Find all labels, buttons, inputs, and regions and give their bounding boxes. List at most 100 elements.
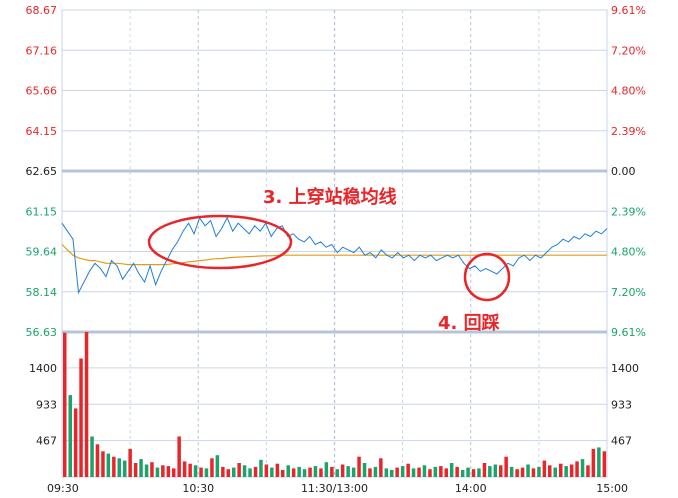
volume-bar bbox=[471, 469, 476, 477]
volume-bar bbox=[112, 456, 116, 477]
volume-bar bbox=[128, 448, 132, 477]
volume-bar bbox=[340, 464, 345, 477]
volume-bar bbox=[395, 467, 399, 477]
volume-bar bbox=[221, 466, 225, 477]
volume-bar bbox=[493, 464, 498, 477]
volume-bar bbox=[177, 436, 181, 477]
volume-tick-label: 933 bbox=[36, 398, 57, 411]
chart-grid bbox=[61, 9, 608, 478]
price-tick-label: 56.63 bbox=[26, 326, 58, 339]
volume-bar bbox=[379, 458, 383, 477]
volume-bar bbox=[73, 408, 78, 477]
time-tick-label: 09:30 bbox=[47, 482, 79, 495]
volume-bar bbox=[428, 469, 432, 477]
volume-bar bbox=[390, 470, 394, 477]
time-tick-label: 11:30/13:00 bbox=[301, 482, 368, 495]
volume-bar bbox=[270, 467, 274, 477]
volume-bar bbox=[553, 467, 557, 477]
volume-bar bbox=[449, 463, 454, 477]
annotation-pullback: 4. 回踩 bbox=[438, 313, 500, 334]
volume-bar bbox=[368, 468, 372, 477]
price-tick-label: 59.64 bbox=[26, 246, 58, 259]
volume-tick-label: 467 bbox=[611, 435, 632, 448]
percent-tick-label: 9.61% bbox=[611, 326, 646, 339]
volume-bar bbox=[417, 467, 421, 477]
volume-tick-label: 1400 bbox=[29, 362, 57, 375]
volume-bar bbox=[204, 468, 209, 477]
volume-bar bbox=[559, 463, 563, 477]
volume-bar bbox=[580, 459, 585, 477]
volume-bar bbox=[253, 466, 258, 477]
volume-bar bbox=[161, 465, 165, 477]
volume-bar bbox=[319, 468, 323, 477]
volume-bar bbox=[139, 459, 143, 477]
percent-tick-label: 9.61% bbox=[611, 4, 646, 17]
volume-bar bbox=[281, 470, 285, 477]
volume-tick-label: 467 bbox=[36, 435, 57, 448]
volume-bar bbox=[433, 466, 438, 477]
percent-tick-label: 2.39% bbox=[611, 125, 646, 138]
volume-bar bbox=[422, 465, 427, 477]
volume-bar bbox=[117, 458, 121, 477]
volume-bar bbox=[155, 467, 160, 477]
volume-bar bbox=[564, 466, 568, 477]
volume-bar bbox=[499, 465, 503, 477]
volume-bar bbox=[575, 461, 579, 477]
volume-bar bbox=[466, 467, 470, 477]
volume-bar bbox=[542, 460, 547, 477]
volume-bar bbox=[313, 466, 318, 477]
annotation-crossover: 3. 上穿站稳均线 bbox=[263, 186, 397, 208]
volume-bar bbox=[488, 466, 492, 477]
volume-bar bbox=[302, 469, 307, 477]
volume-bar bbox=[226, 469, 230, 477]
volume-bar bbox=[411, 468, 416, 477]
volume-bars bbox=[63, 332, 607, 477]
axis-labels: 68.67 9.61% 67.16 7.20% 65.66 4.80% 64.15 2.39%… bbox=[26, 4, 646, 495]
volume-bar bbox=[591, 448, 596, 477]
volume-bar bbox=[482, 463, 487, 477]
volume-bar bbox=[548, 465, 552, 477]
annotation-markers: 3. 上穿站稳均线 4. 回踩 bbox=[147, 186, 511, 334]
time-tick-label: 10:30 bbox=[182, 482, 214, 495]
price-lines bbox=[61, 216, 608, 295]
volume-bar bbox=[526, 464, 530, 477]
volume-bar bbox=[504, 456, 508, 477]
time-tick-label: 14:00 bbox=[455, 482, 487, 495]
volume-bar bbox=[79, 358, 83, 477]
volume-bar bbox=[68, 395, 72, 477]
volume-bar bbox=[210, 458, 214, 477]
percent-tick-label: 7.20% bbox=[611, 44, 646, 57]
volume-bar bbox=[101, 451, 105, 477]
volume-bar bbox=[291, 468, 296, 477]
volume-bar bbox=[215, 455, 220, 477]
volume-bar bbox=[172, 468, 176, 477]
volume-bar bbox=[264, 464, 269, 477]
volume-bar bbox=[182, 461, 187, 477]
price-tick-label: 67.16 bbox=[26, 44, 58, 57]
volume-bar bbox=[193, 465, 198, 477]
volume-bar bbox=[144, 464, 149, 477]
volume-bar bbox=[400, 466, 405, 477]
volume-bar bbox=[84, 332, 89, 477]
percent-tick-label: 2.39% bbox=[611, 205, 646, 218]
volume-bar bbox=[286, 465, 290, 477]
price-tick-label: 65.66 bbox=[26, 85, 58, 98]
volume-bar bbox=[520, 467, 525, 477]
percent-tick-label: 0.00 bbox=[611, 165, 636, 178]
volume-bar bbox=[373, 466, 378, 477]
volume-bar bbox=[232, 467, 236, 477]
price-tick-label: 58.14 bbox=[26, 286, 58, 299]
volume-bar bbox=[406, 463, 410, 477]
volume-bar bbox=[537, 466, 541, 477]
volume-tick-label: 933 bbox=[611, 398, 632, 411]
marker-ellipse-pullback bbox=[463, 252, 511, 302]
volume-bar bbox=[308, 467, 312, 477]
percent-tick-label: 4.80% bbox=[611, 246, 646, 259]
time-tick-label: 15:00 bbox=[596, 482, 628, 495]
volume-bar bbox=[248, 468, 252, 477]
volume-bar bbox=[275, 463, 280, 477]
volume-bar bbox=[63, 332, 67, 477]
volume-bar bbox=[330, 466, 334, 477]
volume-bar bbox=[531, 468, 536, 477]
